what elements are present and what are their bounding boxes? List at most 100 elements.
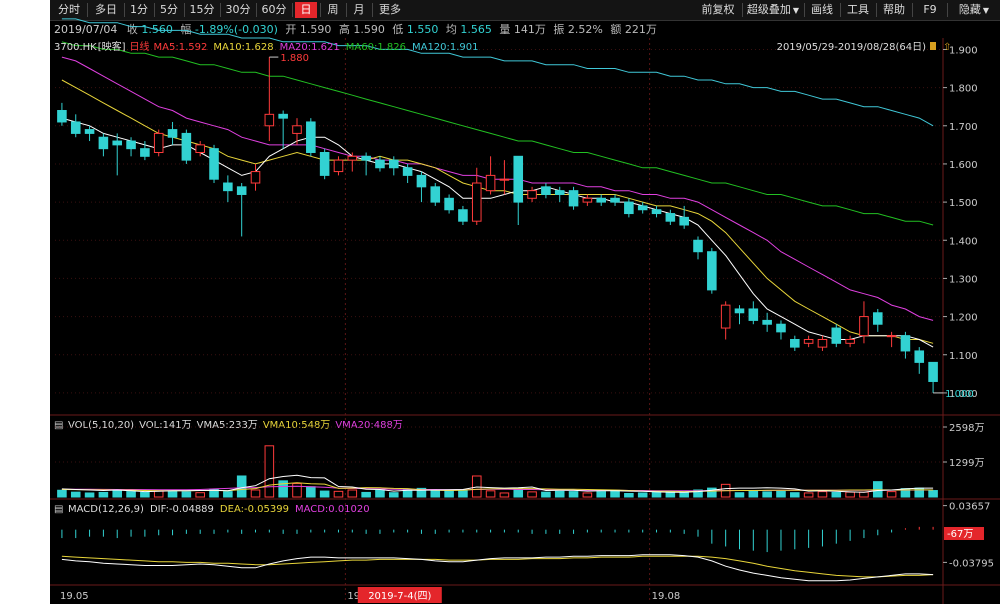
candle-up xyxy=(527,190,537,199)
open-value: 1.590 xyxy=(299,23,332,36)
candle-down xyxy=(375,159,385,169)
open-label: 开 xyxy=(285,23,297,36)
overlay-button-label: 超级叠加 xyxy=(746,3,791,16)
period-tab-multiday[interactable]: 多日 xyxy=(95,3,117,16)
candle-down xyxy=(444,197,454,211)
volume-bar xyxy=(596,491,606,498)
adjust-price-button[interactable]: 前复权 xyxy=(701,3,735,16)
volume-bar xyxy=(803,492,814,498)
help-button[interactable]: 帮助 xyxy=(883,3,905,16)
period-tab-month[interactable]: 月 xyxy=(353,3,365,16)
candle-down xyxy=(900,335,911,352)
volume-bar xyxy=(734,492,745,498)
ma60-line xyxy=(61,41,934,226)
volume-bar xyxy=(319,490,330,498)
price-tick-label: 1.600 xyxy=(949,160,978,171)
period-tab-week[interactable]: 周 xyxy=(327,3,339,16)
candle-down xyxy=(541,186,551,195)
volume-bar xyxy=(444,489,454,498)
cursor-date-label: 2019-7-4(四) xyxy=(368,591,431,602)
candle-down xyxy=(416,174,427,188)
vol-legend-vma10: VMA10:548万 xyxy=(263,420,331,431)
amplitude-value: 2.52% xyxy=(567,23,603,36)
separator xyxy=(876,3,877,17)
macd-legend-title: MACD(12,26,9) xyxy=(68,504,144,515)
amplitude-label: 振 xyxy=(553,23,565,36)
macd-legend-macd: MACD:0.01020 xyxy=(295,504,370,515)
candle-down xyxy=(181,132,192,161)
volume-label: 量 xyxy=(499,23,511,36)
close-label: 收 xyxy=(126,23,138,36)
candle-up xyxy=(195,144,205,153)
ma20-line xyxy=(61,56,934,321)
candle-down xyxy=(167,129,178,138)
volume-bar xyxy=(278,480,288,498)
candle-up xyxy=(803,338,814,344)
volume-bar xyxy=(928,490,938,498)
volume-bar xyxy=(790,492,800,498)
overlay-button[interactable]: 超级叠加 ▼ xyxy=(745,2,801,18)
candle-up xyxy=(153,132,164,153)
volume-bar xyxy=(859,491,869,498)
volume-value: 141万 xyxy=(513,23,546,36)
vol-tick-label: 2598万 xyxy=(949,423,984,434)
f9-button[interactable]: F9 xyxy=(923,3,937,16)
candle-down xyxy=(651,209,662,215)
candle-down xyxy=(693,239,703,253)
candle-down xyxy=(430,186,441,203)
candle-down xyxy=(568,190,579,207)
period-tab-more[interactable]: 更多 xyxy=(379,3,401,16)
candle-up xyxy=(333,159,344,173)
x-axis-label: 19.08 xyxy=(652,591,681,602)
volume-bar xyxy=(693,489,703,498)
period-tab-1min[interactable]: 1分 xyxy=(130,3,148,16)
tools-button[interactable]: 工具 xyxy=(847,3,869,16)
price-tick-label: 1.300 xyxy=(949,274,978,285)
candle-down xyxy=(914,350,925,363)
candle-down xyxy=(776,323,786,333)
price-tick-label: 1.900 xyxy=(949,45,978,56)
draw-line-button[interactable]: 画线 xyxy=(811,3,833,16)
low-annotation-label: 1.000 xyxy=(945,389,974,400)
hide-button[interactable]: 隐藏 ▼ xyxy=(952,2,996,18)
period-tab-day[interactable]: 日 xyxy=(295,2,317,18)
candle-down xyxy=(236,186,247,195)
period-tab-60min[interactable]: 60分 xyxy=(261,3,287,16)
period-tab-30min[interactable]: 30分 xyxy=(225,3,251,16)
vma5-line xyxy=(61,474,934,493)
candle-down xyxy=(513,155,524,203)
period-tab-5min[interactable]: 5分 xyxy=(160,3,178,16)
price-tick-label: 1.000 xyxy=(949,389,978,400)
quote-date: 2019/07/04 xyxy=(54,23,118,36)
candle-down xyxy=(831,327,842,344)
legend-period: 日线 xyxy=(130,40,150,53)
separator xyxy=(124,3,125,17)
legend-name: [映客] xyxy=(98,40,126,53)
candle-down xyxy=(872,312,883,325)
volume-bar xyxy=(527,491,537,498)
chart-canvas[interactable]: 1.900 1.800 1.700 1.600 1.500 1.400 1.300 1.200… xyxy=(50,0,1000,604)
candle-down xyxy=(790,338,800,348)
price-tick-label: 1.700 xyxy=(949,122,978,133)
caret-down-icon: ▼ xyxy=(792,6,800,15)
legend-ma20: MA20:1.621 xyxy=(280,42,340,53)
price-tick-label: 1.200 xyxy=(949,313,978,324)
separator xyxy=(804,3,805,17)
caret-down-icon: ▼ xyxy=(982,6,990,15)
volume-bar xyxy=(430,490,441,498)
legend-ma5: MA5:1.592 xyxy=(154,42,208,53)
candle-down xyxy=(306,121,316,153)
period-tab-intraday[interactable]: 分时 xyxy=(58,3,80,16)
candle-down xyxy=(458,209,468,222)
volume-bar xyxy=(637,492,648,498)
volume-bar xyxy=(541,491,551,498)
candle-up xyxy=(347,155,358,161)
volume-bar xyxy=(264,445,275,498)
separator xyxy=(154,3,155,17)
volume-bar xyxy=(236,475,247,498)
separator xyxy=(220,3,221,17)
volume-bar xyxy=(250,489,261,498)
period-tab-15min[interactable]: 15分 xyxy=(189,3,215,16)
separator xyxy=(346,3,347,17)
volume-bar xyxy=(499,492,510,498)
